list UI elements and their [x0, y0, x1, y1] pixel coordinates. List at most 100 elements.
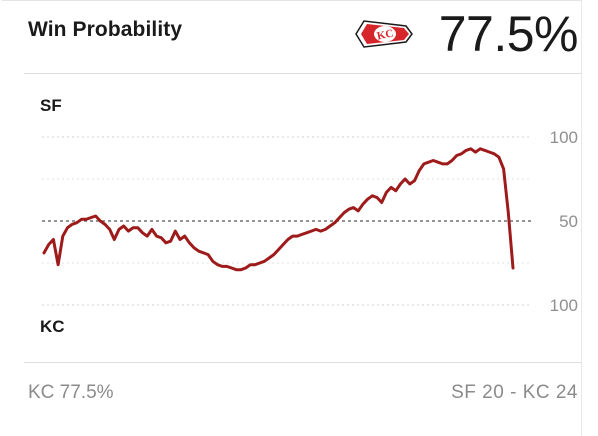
- data-point: [357, 210, 359, 212]
- data-point: [484, 149, 486, 151]
- data-point: [48, 243, 50, 246]
- data-point: [503, 168, 505, 170]
- data-point: [221, 265, 223, 267]
- data-point: [498, 156, 500, 158]
- data-point: [362, 203, 364, 205]
- card-title: Win Probability: [28, 18, 183, 41]
- data-point: [156, 235, 158, 237]
- data-point: [292, 235, 294, 237]
- card-header: Win Probability KC 77.5%: [2, 0, 582, 70]
- score-separator: -: [504, 382, 523, 403]
- data-point: [184, 235, 186, 237]
- data-point: [109, 228, 111, 230]
- kc-chiefs-arrowhead-icon: KC: [355, 20, 413, 48]
- data-point: [456, 154, 458, 157]
- data-point: [216, 264, 219, 266]
- data-point: [324, 228, 326, 230]
- data-point: [343, 212, 345, 214]
- data-point: [306, 232, 308, 234]
- data-point: [202, 252, 205, 254]
- data-point: [446, 163, 448, 165]
- data-point: [460, 153, 462, 155]
- data-point: [137, 227, 139, 229]
- data-point: [62, 235, 64, 237]
- tick-label-top: 100: [550, 128, 578, 147]
- win-probability-card: Win Probability KC 77.5% SF KC 100 50 10…: [2, 0, 582, 436]
- data-point: [240, 269, 242, 271]
- data-point: [254, 264, 256, 266]
- data-point: [249, 264, 251, 266]
- data-point: [296, 235, 298, 237]
- data-point: [179, 238, 181, 241]
- data-point: [123, 225, 125, 227]
- game-score: SF 20 - KC 24: [451, 382, 578, 404]
- data-point: [95, 215, 97, 217]
- data-point: [470, 148, 472, 150]
- data-point: [263, 260, 265, 262]
- data-point: [277, 249, 280, 251]
- data-point: [479, 148, 481, 150]
- data-point: [282, 243, 284, 246]
- data-point: [165, 242, 167, 244]
- data-point: [348, 208, 350, 210]
- data-point: [404, 178, 406, 180]
- team-label-top: SF: [40, 96, 62, 115]
- svg-text:KC: KC: [376, 27, 395, 42]
- data-point: [212, 260, 214, 262]
- data-point: [287, 238, 289, 241]
- data-point: [146, 235, 148, 237]
- score-home: SF 20: [451, 382, 505, 403]
- data-point: [423, 163, 425, 165]
- data-point: [273, 254, 275, 256]
- data-point: [338, 217, 341, 219]
- data-point: [90, 217, 92, 219]
- tick-label-bottom: 100: [550, 296, 578, 315]
- data-point: [104, 223, 106, 225]
- data-point: [315, 228, 317, 230]
- data-point: [352, 207, 355, 209]
- data-point: [334, 222, 336, 224]
- data-point: [160, 237, 162, 239]
- data-point: [432, 159, 434, 162]
- data-point: [71, 223, 73, 225]
- data-point: [409, 183, 411, 185]
- data-point: [235, 269, 237, 271]
- data-point: [329, 225, 331, 227]
- tick-label-mid: 50: [559, 212, 578, 231]
- data-point: [57, 264, 59, 266]
- data-point: [85, 218, 87, 220]
- data-point: [442, 163, 444, 165]
- data-point: [474, 151, 477, 153]
- data-point: [127, 230, 129, 232]
- card-right-border: [581, 0, 582, 436]
- data-point: [395, 190, 397, 192]
- data-point: [428, 161, 430, 163]
- data-point: [385, 191, 387, 193]
- data-point: [226, 265, 228, 267]
- header-divider: [24, 73, 582, 74]
- win-probability-value: 77.5%: [438, 6, 579, 62]
- data-point: [437, 161, 439, 163]
- data-point: [99, 220, 101, 222]
- data-point: [198, 250, 200, 252]
- team-label-bottom: KC: [40, 317, 65, 336]
- data-point: [465, 149, 467, 151]
- data-point: [113, 238, 115, 241]
- data-point: [76, 222, 78, 224]
- data-point: [507, 212, 509, 214]
- win-probability-line: [42, 147, 515, 272]
- footer-divider: [24, 362, 582, 363]
- data-point: [193, 247, 195, 249]
- win-probability-chart: 100 50 100: [42, 128, 578, 315]
- data-point: [43, 252, 45, 254]
- data-point: [399, 183, 401, 185]
- data-point: [488, 151, 491, 153]
- data-point: [512, 267, 514, 269]
- data-point: [418, 170, 420, 172]
- data-point: [151, 228, 153, 230]
- data-point: [376, 196, 378, 199]
- data-point: [170, 240, 172, 242]
- score-away: KC 24: [522, 382, 578, 403]
- data-point: [80, 218, 83, 220]
- data-point: [367, 198, 369, 200]
